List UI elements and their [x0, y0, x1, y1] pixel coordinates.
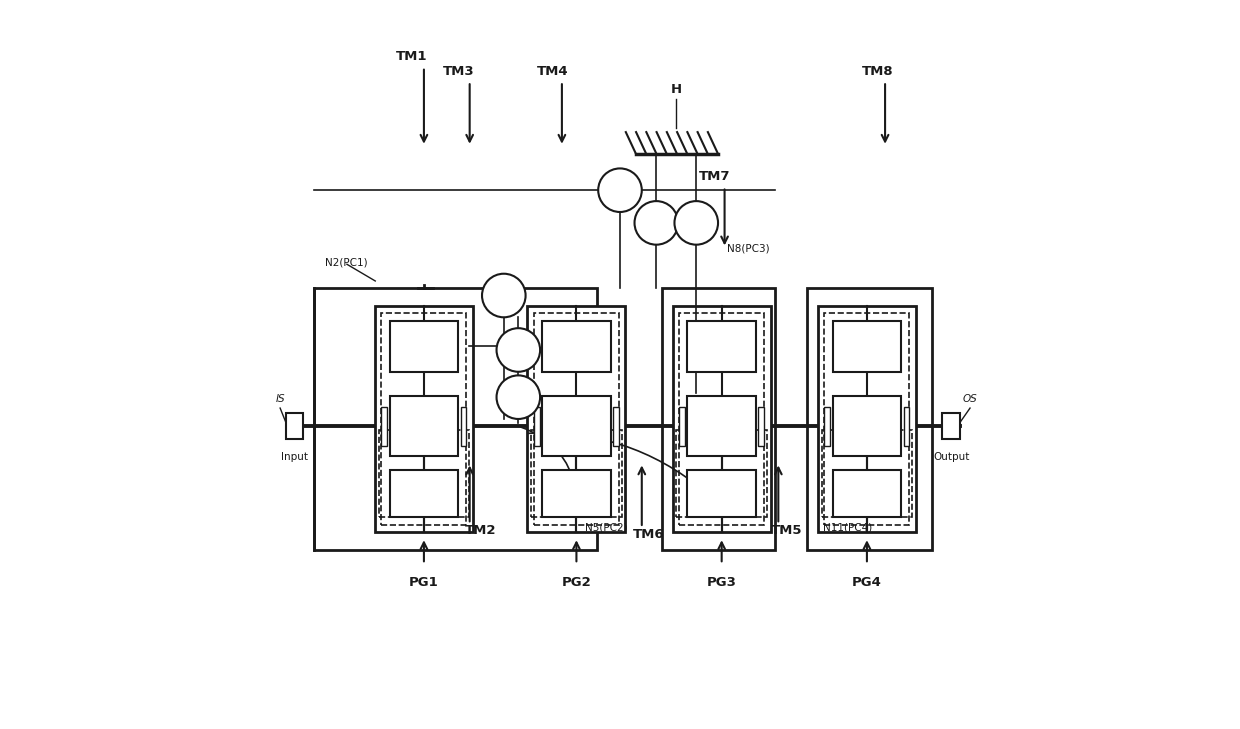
Bar [822, 430, 913, 517]
Bar [389, 469, 459, 517]
Text: N11(PC4): N11(PC4) [823, 523, 873, 533]
Text: TM6: TM6 [634, 528, 665, 541]
Text: TM7: TM7 [698, 170, 730, 183]
Text: N4(S2): N4(S2) [557, 488, 596, 499]
Text: C3: C3 [511, 392, 526, 402]
Bar [687, 321, 756, 372]
Text: N7(S3): N7(S3) [702, 488, 742, 499]
Text: P1: P1 [415, 420, 433, 433]
Circle shape [635, 201, 678, 245]
Bar [382, 407, 387, 445]
Text: N3(R1): N3(R1) [403, 341, 444, 351]
Text: N2(PC1): N2(PC1) [325, 258, 368, 268]
Text: PG1: PG1 [409, 576, 439, 589]
Circle shape [598, 168, 642, 212]
Text: P3: P3 [713, 420, 730, 433]
Text: PG4: PG4 [852, 576, 882, 589]
Text: TM3: TM3 [443, 65, 475, 78]
Bar [534, 407, 539, 445]
Bar [542, 469, 611, 517]
Bar [382, 313, 466, 525]
Text: P2: P2 [568, 420, 585, 433]
Text: N1(S1): N1(S1) [404, 488, 444, 499]
Bar [832, 469, 901, 517]
Text: TM5: TM5 [771, 524, 802, 537]
Text: B2: B2 [649, 218, 665, 228]
Text: PG2: PG2 [562, 576, 591, 589]
Text: TM1: TM1 [396, 50, 428, 63]
Bar [807, 288, 932, 550]
Text: OS: OS [962, 394, 977, 405]
Bar [542, 397, 611, 456]
Circle shape [496, 375, 541, 419]
Bar [534, 313, 619, 525]
Bar [832, 397, 901, 456]
Text: TM8: TM8 [862, 65, 894, 78]
Text: H: H [671, 83, 682, 95]
Text: N6(R2): N6(R2) [556, 341, 596, 351]
Bar [389, 397, 459, 456]
Text: C1: C1 [496, 291, 512, 300]
Bar [832, 321, 901, 372]
Bar [613, 407, 619, 445]
Bar [759, 407, 764, 445]
Bar [904, 407, 909, 445]
Circle shape [675, 201, 718, 245]
Text: PG3: PG3 [707, 576, 737, 589]
Text: N9(R3): N9(R3) [702, 341, 742, 351]
Bar [374, 306, 472, 531]
Bar [314, 288, 596, 550]
Text: TM4: TM4 [537, 65, 568, 78]
Text: N12(R4): N12(R4) [843, 341, 892, 351]
Bar [942, 413, 960, 440]
Circle shape [482, 273, 526, 317]
Bar [676, 430, 768, 517]
Bar [687, 469, 756, 517]
Circle shape [496, 328, 541, 372]
Text: IS: IS [275, 394, 285, 405]
Bar [460, 407, 466, 445]
Text: C2: C2 [613, 185, 627, 195]
Bar [527, 306, 625, 531]
Bar [389, 321, 459, 372]
Bar [825, 407, 831, 445]
Text: N8(PC3): N8(PC3) [728, 243, 770, 253]
Text: Input: Input [281, 452, 309, 461]
Bar [542, 321, 611, 372]
Text: N5(PC2): N5(PC2) [585, 523, 627, 533]
Bar [672, 306, 771, 531]
Text: Output: Output [932, 452, 970, 461]
Text: C4: C4 [511, 345, 526, 355]
Bar [286, 413, 304, 440]
Bar [687, 397, 756, 456]
Bar [680, 407, 684, 445]
Bar [818, 306, 916, 531]
Bar [662, 288, 775, 550]
Text: N10(S4): N10(S4) [843, 488, 890, 499]
Bar [531, 430, 621, 517]
Text: P4: P4 [858, 420, 875, 433]
Text: B1: B1 [688, 218, 704, 228]
Text: TM2: TM2 [465, 524, 496, 537]
Bar [825, 313, 909, 525]
Bar [378, 430, 469, 517]
Bar [680, 313, 764, 525]
